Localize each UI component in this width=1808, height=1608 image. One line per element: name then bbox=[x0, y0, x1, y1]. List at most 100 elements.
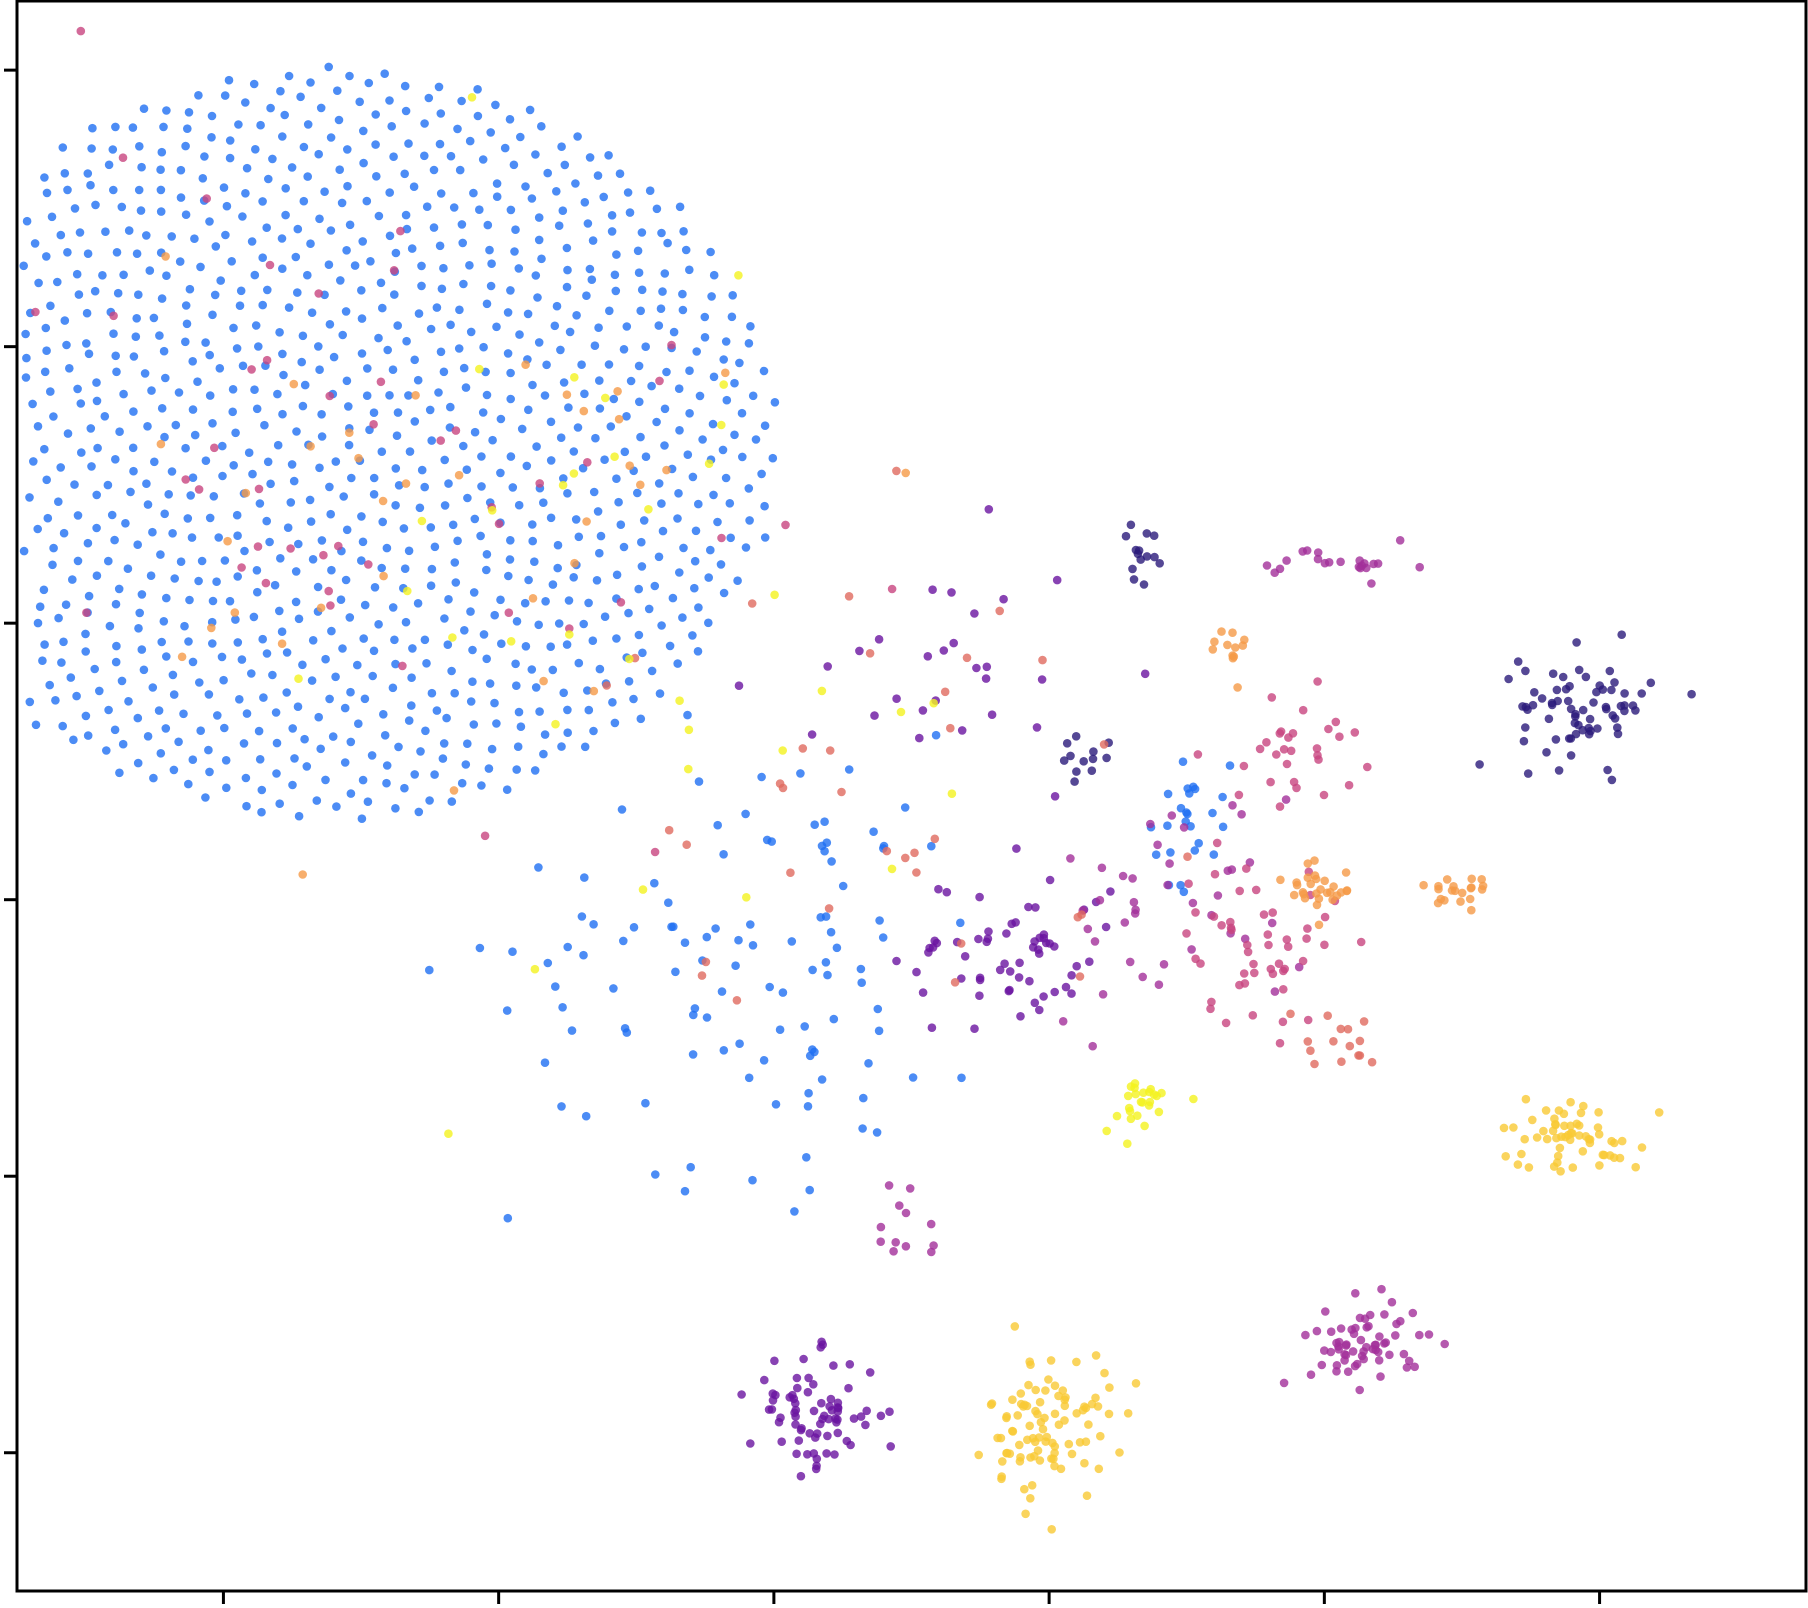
data-point bbox=[1302, 934, 1311, 943]
data-point bbox=[185, 284, 195, 294]
data-point bbox=[111, 122, 120, 132]
data-point bbox=[475, 205, 484, 214]
data-point bbox=[553, 540, 563, 550]
data-point bbox=[502, 1006, 512, 1015]
data-point bbox=[709, 490, 718, 500]
data-point bbox=[1513, 657, 1523, 666]
data-point bbox=[957, 1073, 966, 1083]
data-point bbox=[1179, 823, 1189, 832]
data-point bbox=[1050, 987, 1059, 997]
data-point bbox=[570, 373, 579, 382]
data-point bbox=[252, 566, 262, 575]
data-point bbox=[1233, 683, 1242, 692]
data-point bbox=[663, 238, 672, 248]
data-point bbox=[1415, 1330, 1424, 1340]
data-point bbox=[482, 550, 492, 559]
data-point bbox=[1603, 765, 1612, 775]
data-point bbox=[657, 228, 666, 238]
data-point bbox=[156, 165, 165, 174]
data-point bbox=[111, 455, 120, 464]
data-point bbox=[1542, 1134, 1552, 1144]
data-point bbox=[1054, 1391, 1063, 1401]
data-point bbox=[562, 390, 572, 400]
data-point bbox=[478, 408, 488, 417]
data-point bbox=[668, 593, 678, 603]
data-point bbox=[1334, 1342, 1343, 1351]
data-point bbox=[346, 687, 355, 697]
data-point bbox=[1275, 564, 1285, 574]
data-point bbox=[808, 965, 817, 975]
data-point bbox=[486, 128, 496, 137]
data-point bbox=[31, 720, 41, 730]
data-point bbox=[1609, 1153, 1619, 1162]
data-point bbox=[145, 266, 155, 275]
data-point bbox=[215, 364, 225, 373]
data-point bbox=[188, 755, 198, 764]
data-point bbox=[580, 873, 589, 882]
data-point bbox=[307, 308, 317, 318]
data-point bbox=[83, 169, 93, 178]
data-point bbox=[565, 327, 575, 337]
data-point bbox=[829, 1014, 839, 1024]
data-point bbox=[133, 713, 143, 723]
data-point bbox=[690, 583, 699, 593]
data-point bbox=[1310, 1059, 1319, 1069]
data-point bbox=[1436, 894, 1446, 904]
data-point bbox=[1326, 887, 1335, 897]
data-point bbox=[1575, 1131, 1584, 1140]
data-point bbox=[220, 91, 230, 100]
data-point bbox=[626, 376, 636, 386]
data-point bbox=[1572, 1119, 1582, 1129]
data-point bbox=[1359, 1017, 1369, 1026]
data-point bbox=[107, 510, 117, 520]
data-point bbox=[641, 452, 651, 462]
data-point bbox=[344, 402, 353, 411]
data-point bbox=[1637, 1143, 1647, 1152]
data-point bbox=[1007, 919, 1016, 929]
data-point bbox=[849, 1414, 859, 1423]
data-point bbox=[505, 555, 515, 564]
data-point bbox=[421, 726, 430, 736]
data-point bbox=[641, 342, 650, 352]
data-point bbox=[775, 1025, 785, 1034]
data-point bbox=[103, 480, 113, 490]
data-point bbox=[426, 324, 436, 334]
data-point bbox=[359, 126, 368, 136]
data-point bbox=[571, 179, 580, 188]
data-point bbox=[357, 349, 367, 358]
data-point bbox=[612, 250, 621, 259]
data-point bbox=[694, 603, 703, 612]
data-point bbox=[1282, 556, 1291, 565]
data-point bbox=[332, 802, 341, 811]
data-point bbox=[636, 480, 645, 490]
data-point bbox=[210, 443, 219, 453]
data-point bbox=[159, 617, 169, 626]
data-point bbox=[477, 482, 486, 491]
data-point bbox=[770, 590, 779, 600]
data-point bbox=[92, 571, 102, 580]
data-point bbox=[583, 458, 592, 467]
data-point bbox=[748, 1175, 757, 1185]
data-point bbox=[46, 301, 55, 311]
data-point bbox=[181, 337, 190, 347]
data-point bbox=[128, 443, 138, 453]
data-point bbox=[713, 820, 722, 830]
data-point bbox=[1350, 1361, 1360, 1371]
data-point bbox=[669, 922, 678, 931]
data-point bbox=[585, 153, 595, 162]
data-point bbox=[140, 369, 150, 378]
data-point bbox=[400, 81, 410, 91]
data-point bbox=[984, 927, 993, 936]
data-point bbox=[273, 389, 282, 399]
data-point bbox=[417, 516, 427, 526]
data-point bbox=[512, 617, 522, 626]
data-point bbox=[690, 556, 700, 566]
data-point bbox=[341, 307, 351, 316]
data-point bbox=[446, 402, 455, 412]
data-point bbox=[1165, 859, 1174, 868]
data-point bbox=[583, 686, 592, 695]
data-point bbox=[278, 264, 287, 274]
data-point bbox=[558, 480, 568, 490]
data-point bbox=[47, 212, 57, 222]
data-point bbox=[424, 93, 434, 103]
